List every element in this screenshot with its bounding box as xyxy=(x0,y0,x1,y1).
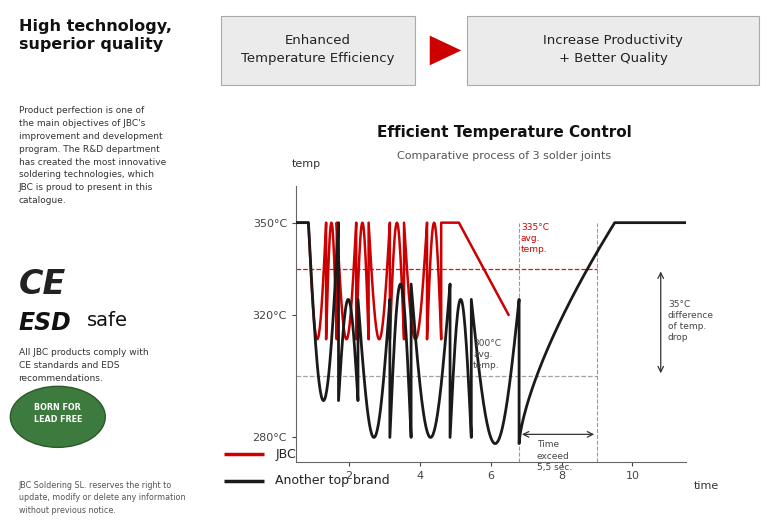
Text: High technology,
superior quality: High technology, superior quality xyxy=(19,19,171,52)
Text: Another top brand: Another top brand xyxy=(275,474,390,487)
Text: Increase Productivity
+ Better Quality: Increase Productivity + Better Quality xyxy=(543,34,683,65)
Text: safe: safe xyxy=(86,311,128,330)
Text: ESD: ESD xyxy=(19,311,72,335)
Text: Enhanced
Temperature Efficiency: Enhanced Temperature Efficiency xyxy=(241,34,395,65)
Text: 300°C
avg.
temp.: 300°C avg. temp. xyxy=(473,339,501,370)
Text: temp: temp xyxy=(292,159,321,169)
Text: BORN FOR
LEAD FREE: BORN FOR LEAD FREE xyxy=(33,402,82,424)
Ellipse shape xyxy=(10,387,105,447)
FancyBboxPatch shape xyxy=(220,16,415,85)
Text: JBC Soldering SL. reserves the right to
update, modify or delete any information: JBC Soldering SL. reserves the right to … xyxy=(19,481,185,515)
Text: JBC: JBC xyxy=(275,448,296,460)
Text: Product perfection is one of
the main objectives of JBC's
improvement and develo: Product perfection is one of the main ob… xyxy=(19,106,166,205)
Text: CE: CE xyxy=(19,268,66,301)
Text: 335°C
avg.
temp.: 335°C avg. temp. xyxy=(521,222,549,254)
FancyBboxPatch shape xyxy=(467,16,759,85)
Text: Time
exceed
5,5 sec.: Time exceed 5,5 sec. xyxy=(537,441,572,472)
Text: 35°C
difference
of temp.
drop: 35°C difference of temp. drop xyxy=(668,299,714,342)
Text: time: time xyxy=(693,481,718,491)
Text: All JBC products comply with
CE standards and EDS
recommendations.: All JBC products comply with CE standard… xyxy=(19,348,148,382)
Polygon shape xyxy=(430,36,461,65)
Text: Comparative process of 3 solder joints: Comparative process of 3 solder joints xyxy=(397,151,612,161)
Text: Efficient Temperature Control: Efficient Temperature Control xyxy=(377,125,632,140)
